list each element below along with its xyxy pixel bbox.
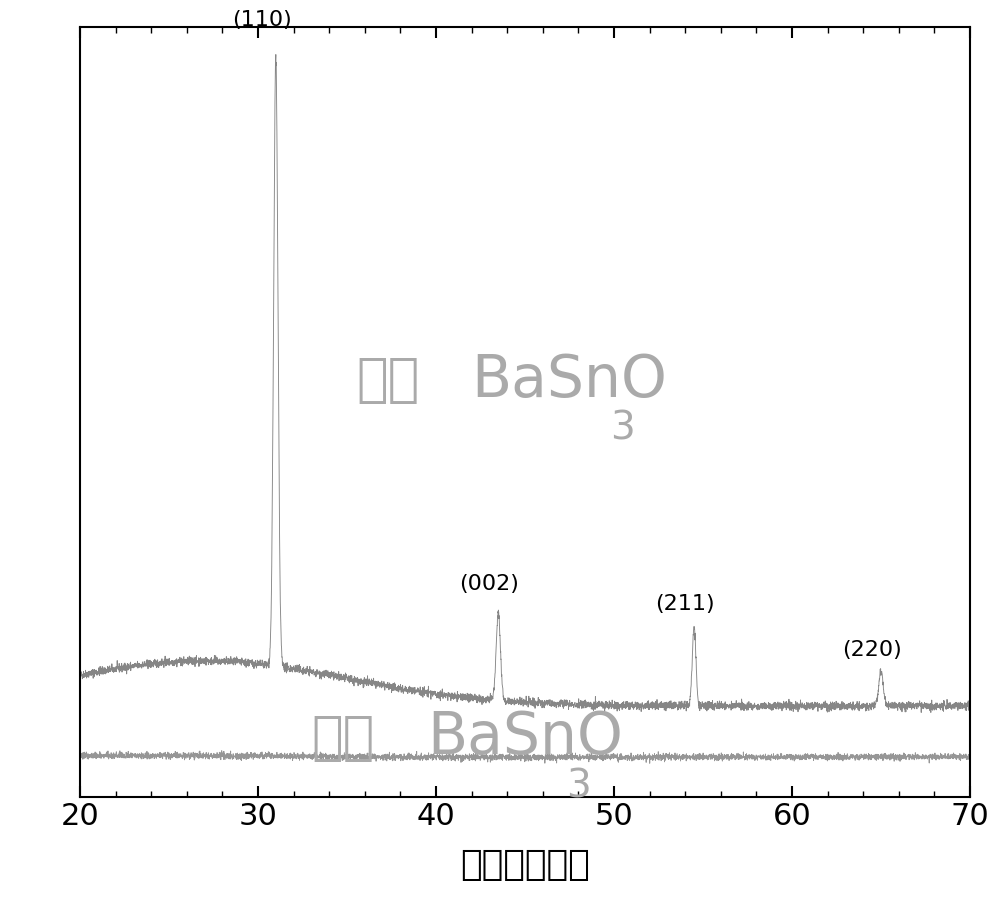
X-axis label: 衍射角（度）: 衍射角（度） <box>460 848 590 882</box>
Text: (002): (002) <box>459 574 519 594</box>
Text: (211): (211) <box>655 593 715 613</box>
Text: 3: 3 <box>610 410 635 448</box>
Text: 结晶: 结晶 <box>356 354 419 406</box>
Text: BaSnO: BaSnO <box>427 709 623 766</box>
Text: BaSnO: BaSnO <box>472 352 667 409</box>
Text: 非晶: 非晶 <box>311 712 375 764</box>
Text: (110): (110) <box>232 11 291 31</box>
Text: 3: 3 <box>566 767 591 805</box>
Text: (220): (220) <box>842 641 902 660</box>
